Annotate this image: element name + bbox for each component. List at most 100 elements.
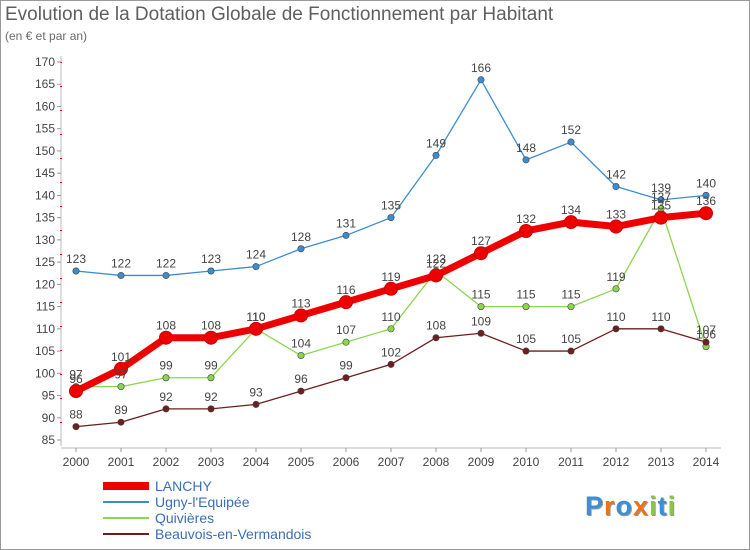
data-label-3: 110 [606,310,625,324]
data-label-2: 99 [159,359,173,373]
series-point-3 [432,334,440,342]
data-label-2: 107 [336,323,356,337]
data-label-2: 110 [246,310,265,324]
x-tick-label: 2011 [558,455,584,469]
data-label-3: 105 [516,332,536,346]
logo-letter: r [604,491,616,521]
data-label-2: 115 [561,288,580,302]
legend-item: Ugny-l'Equipée [103,494,250,510]
series-point-0 [294,308,308,323]
legend-swatch [103,517,149,519]
data-label-1: 148 [516,141,536,155]
data-label-3: 96 [294,372,308,386]
series-point-1 [72,267,80,275]
data-label-1: 142 [606,168,626,182]
x-tick-label: 2010 [513,455,540,469]
y-tick-label: 165 [35,77,55,91]
series-point-1 [162,271,170,279]
y-tick-label: 85 [42,433,56,447]
y-tick-label: 90 [42,411,56,425]
data-label-0: 135 [651,199,671,213]
series-point-3 [702,338,710,346]
y-tick-label: 170 [35,55,55,69]
logo-letter: P [585,491,605,521]
proxiti-logo: Proxiti [585,491,676,522]
y-tick-label: 145 [35,166,55,180]
series-point-2 [297,352,305,360]
data-label-3: 99 [339,359,353,373]
series-point-3 [72,423,80,431]
series-point-1 [612,183,620,191]
x-tick-label: 2002 [153,455,180,469]
data-label-2: 106 [696,328,716,342]
data-label-2: 119 [606,270,625,284]
series-point-1 [702,191,710,199]
legend-label: LANCHY [155,478,212,494]
y-tick-label: 135 [35,211,55,225]
series-point-3 [252,400,260,408]
data-label-0: 113 [291,296,310,310]
series-point-0 [564,215,578,230]
data-label-2: 97 [69,368,83,382]
series-point-3 [342,374,350,382]
series-point-3 [207,405,215,413]
y-tick-label: 160 [35,99,55,113]
series-point-1 [432,151,440,159]
series-point-1 [477,76,485,84]
data-label-3: 105 [561,332,581,346]
series-point-0 [114,361,128,376]
data-label-0: 101 [111,350,131,364]
logo-letter: x [633,491,650,521]
series-point-1 [522,156,530,164]
data-label-0: 133 [606,208,626,222]
y-tick-label: 140 [35,188,55,202]
x-tick-label: 2013 [648,455,675,469]
series-point-0 [204,330,218,345]
data-label-0: 108 [201,319,221,333]
data-label-2: 110 [381,310,400,324]
series-point-1 [117,271,125,279]
data-label-3: 92 [159,390,173,404]
series-point-0 [249,321,263,336]
data-label-0: 136 [696,194,716,208]
legend-item: Quivières [103,510,214,526]
legend-item: Beauvois-en-Vermandois [103,526,311,542]
data-label-1: 128 [291,230,311,244]
series-point-2 [477,303,485,311]
series-point-2 [207,374,215,382]
series-point-2 [387,325,395,333]
series-point-0 [339,295,353,310]
data-label-0: 127 [471,234,491,248]
legend-swatch [103,501,149,503]
data-label-0: 116 [336,283,355,297]
series-point-1 [387,214,395,222]
data-label-1: 166 [471,61,491,75]
logo-letter: i [649,491,658,521]
series-point-0 [474,246,488,261]
y-tick-label: 115 [36,300,55,314]
data-label-1: 123 [201,252,221,266]
data-label-2: 137 [651,190,671,204]
data-label-0: 96 [69,372,83,386]
data-label-1: 123 [66,252,86,266]
legend-item: LANCHY [103,478,212,494]
data-label-1: 124 [246,248,266,262]
data-label-1: 139 [651,181,671,195]
y-tick-label: 150 [35,144,55,158]
series-point-3 [567,347,575,355]
data-label-2: 123 [426,252,446,266]
y-tick-label: 155 [35,122,55,136]
series-point-3 [522,347,530,355]
series-point-1 [252,263,260,271]
x-tick-label: 2004 [243,455,270,469]
x-tick-label: 2007 [378,455,405,469]
series-point-0 [69,384,83,399]
x-tick-label: 2012 [603,455,630,469]
data-label-3: 102 [381,345,401,359]
series-point-0 [384,281,398,296]
series-point-3 [477,329,485,337]
data-label-3: 109 [471,314,491,328]
logo-letter: t [657,491,668,521]
data-label-1: 152 [561,123,581,137]
